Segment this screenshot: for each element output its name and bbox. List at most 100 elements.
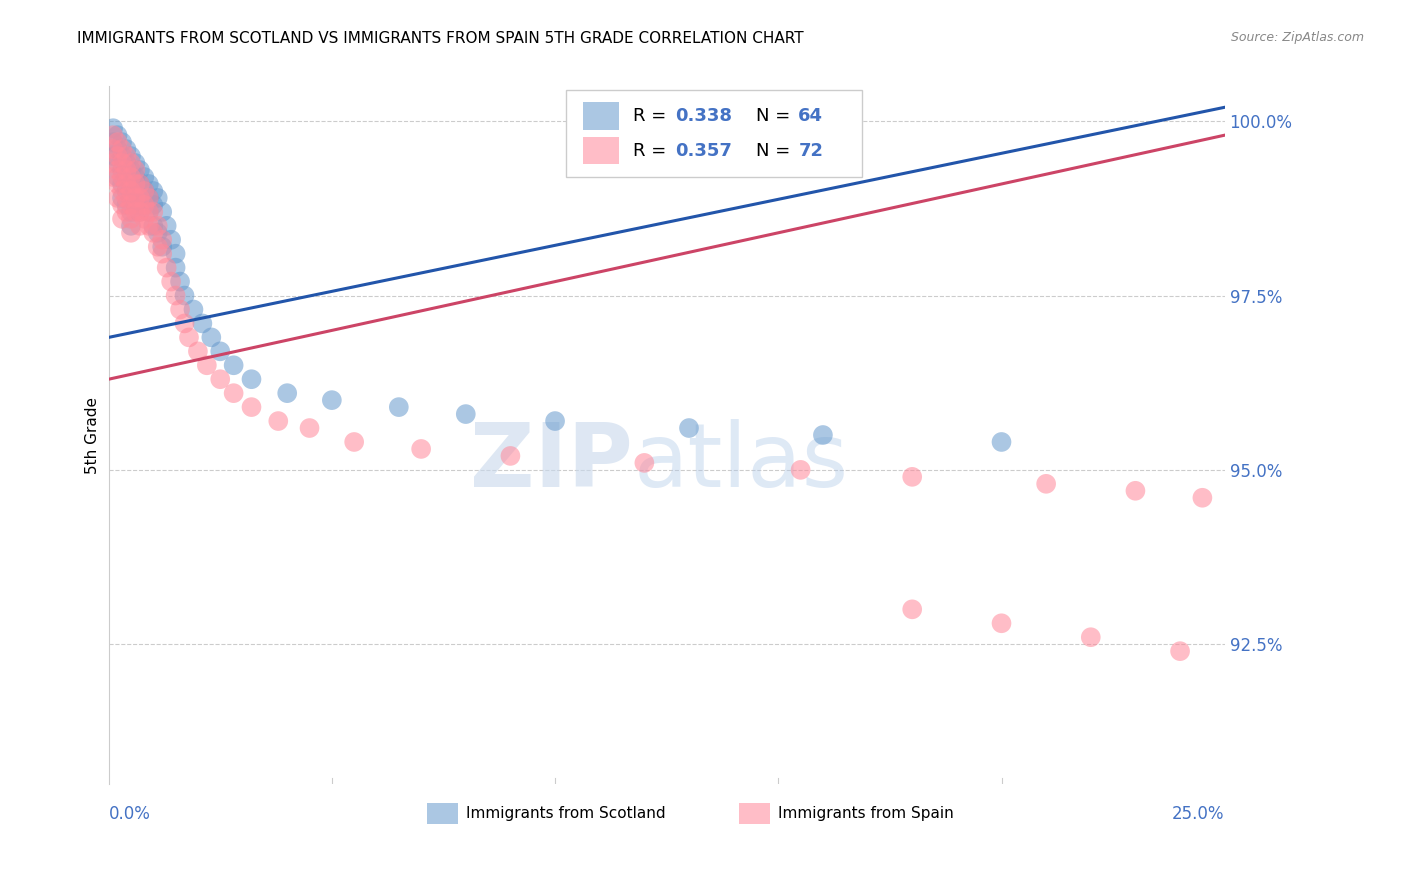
Point [633,456,655,470]
Point [169,302,191,317]
Point [124,156,146,170]
Point [124,198,146,212]
Point [134,169,156,184]
Point [115,184,138,198]
Text: ZIP: ZIP [471,419,633,507]
Point [101,135,124,149]
FancyBboxPatch shape [583,136,619,164]
Point [156,260,179,275]
Point [209,372,232,386]
Point [120,211,142,226]
Point [115,142,138,156]
Point [124,169,146,184]
Point [124,184,146,198]
Point [454,407,477,421]
Point [811,428,834,442]
Point [150,240,173,254]
Point [128,205,150,219]
Text: Immigrants from Spain: Immigrants from Spain [779,806,955,822]
Point [222,386,245,401]
Point [138,177,160,191]
Point [128,219,150,233]
Point [101,169,124,184]
Point [200,330,222,344]
Point [101,142,124,156]
Point [111,169,134,184]
Point [321,393,343,408]
Point [128,177,150,191]
Text: 64: 64 [799,107,824,125]
Text: N =: N = [756,107,796,125]
Text: Source: ZipAtlas.com: Source: ZipAtlas.com [1230,31,1364,45]
Point [120,205,142,219]
Point [107,156,129,170]
Point [678,421,700,435]
Point [107,163,129,178]
Point [990,616,1012,631]
Point [195,358,218,372]
Point [1125,483,1147,498]
Point [138,205,160,219]
Point [146,191,169,205]
Point [177,330,200,344]
Point [276,386,298,401]
Point [115,205,138,219]
Point [134,211,156,226]
Point [134,184,156,198]
Point [1035,476,1057,491]
Point [901,602,924,616]
Point [115,177,138,191]
Point [146,219,169,233]
Point [124,205,146,219]
Point [111,191,134,205]
FancyBboxPatch shape [567,90,862,177]
Point [111,211,134,226]
Point [107,169,129,184]
Point [124,191,146,205]
Point [128,205,150,219]
Point [142,184,165,198]
Point [128,177,150,191]
Text: 0.0%: 0.0% [108,805,150,822]
Point [128,163,150,178]
Point [388,400,411,414]
Point [107,128,129,143]
Point [111,184,134,198]
Text: 25.0%: 25.0% [1173,805,1225,822]
Point [120,169,142,184]
Point [138,205,160,219]
Point [101,149,124,163]
Point [267,414,290,428]
Point [1168,644,1191,658]
Point [146,226,169,240]
Point [120,226,142,240]
Point [187,344,209,359]
Point [120,177,142,191]
Point [173,317,195,331]
Point [134,198,156,212]
Text: R =: R = [633,107,672,125]
Point [411,442,433,456]
Point [160,275,183,289]
Point [343,434,366,449]
Y-axis label: 5th Grade: 5th Grade [86,397,100,474]
Point [107,177,129,191]
Text: 0.357: 0.357 [676,142,733,160]
Point [128,191,150,205]
Text: N =: N = [756,142,796,160]
Point [115,156,138,170]
Point [1191,491,1213,505]
Point [169,275,191,289]
Point [120,163,142,178]
Point [101,128,124,143]
Point [111,149,134,163]
Point [124,177,146,191]
Point [111,177,134,191]
Point [138,219,160,233]
Point [146,240,169,254]
Text: R =: R = [633,142,672,160]
Point [544,414,567,428]
Point [165,260,187,275]
Point [142,219,165,233]
Point [173,288,195,302]
